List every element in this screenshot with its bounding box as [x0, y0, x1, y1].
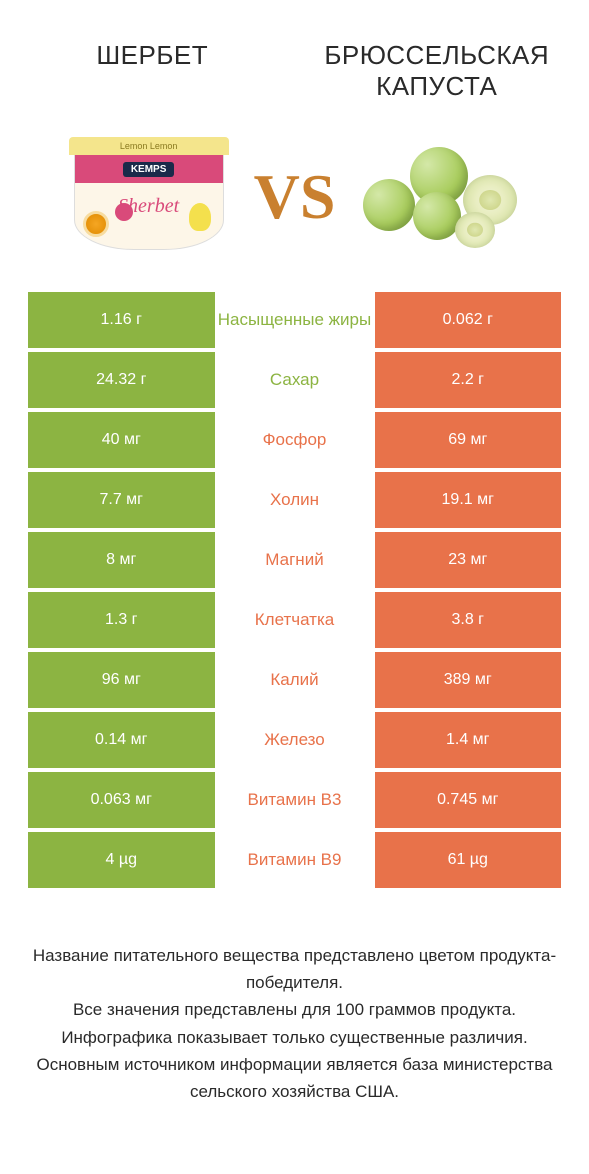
sprout-icon: [363, 179, 415, 231]
left-value: 96 мг: [28, 652, 215, 708]
right-value: 0.062 г: [375, 292, 562, 348]
sprout-icon: [413, 192, 461, 240]
nutrient-label: Витамин B9: [215, 832, 375, 888]
right-value: 0.745 мг: [375, 772, 562, 828]
nutrition-row: 1.3 гКлетчатка3.8 г: [28, 592, 561, 648]
left-value: 8 мг: [28, 532, 215, 588]
footer-line: Название питательного вещества представл…: [30, 942, 559, 996]
cup-band: KEMPS: [75, 155, 223, 183]
right-value: 69 мг: [375, 412, 562, 468]
nutrient-label: Железо: [215, 712, 375, 768]
right-value: 23 мг: [375, 532, 562, 588]
right-value: 389 мг: [375, 652, 562, 708]
cup-lid: Lemon Lemon: [69, 137, 229, 155]
nutrition-row: 8 мгМагний23 мг: [28, 532, 561, 588]
vs-label: VS: [254, 160, 336, 234]
right-value: 3.8 г: [375, 592, 562, 648]
nutrient-label: Клетчатка: [215, 592, 375, 648]
nutrient-label: Магний: [215, 532, 375, 588]
berry-icon: [115, 203, 133, 221]
nutrition-row: 0.063 мгВитамин B30.745 мг: [28, 772, 561, 828]
nutrition-table: 1.16 гНасыщенные жиры0.062 г24.32 гСахар…: [0, 292, 589, 888]
nutrient-label: Фосфор: [215, 412, 375, 468]
nutrition-row: 40 мгФосфор69 мг: [28, 412, 561, 468]
right-value: 19.1 мг: [375, 472, 562, 528]
nutrition-row: 24.32 гСахар2.2 г: [28, 352, 561, 408]
right-value: 1.4 мг: [375, 712, 562, 768]
footer-notes: Название питательного вещества представл…: [0, 892, 589, 1125]
nutrition-row: 0.14 мгЖелезо1.4 мг: [28, 712, 561, 768]
sprouts-graphic: [355, 137, 525, 257]
footer-line: Все значения представлены для 100 граммо…: [30, 996, 559, 1023]
nutrition-row: 4 µgВитамин B961 µg: [28, 832, 561, 888]
comparison-header: ШЕРБЕТ БРЮССЕЛЬСКАЯ КАПУСТА: [0, 0, 589, 122]
right-product-title: БРЮССЕЛЬСКАЯ КАПУСТА: [295, 40, 580, 102]
nutrient-label: Калий: [215, 652, 375, 708]
product-images-row: Lemon Lemon KEMPS Sherbet VS: [0, 122, 589, 292]
lemon-icon: [189, 203, 211, 231]
left-value: 1.3 г: [28, 592, 215, 648]
nutrition-row: 7.7 мгХолин19.1 мг: [28, 472, 561, 528]
footer-line: Инфографика показывает только существенн…: [30, 1024, 559, 1051]
left-product-title: ШЕРБЕТ: [10, 40, 295, 102]
right-value: 61 µg: [375, 832, 562, 888]
nutrient-label: Витамин B3: [215, 772, 375, 828]
cup-body: KEMPS Sherbet: [74, 155, 224, 250]
left-value: 7.7 мг: [28, 472, 215, 528]
nutrient-label: Сахар: [215, 352, 375, 408]
nutrition-row: 1.16 гНасыщенные жиры0.062 г: [28, 292, 561, 348]
orange-slice-icon: [83, 211, 109, 237]
left-value: 1.16 г: [28, 292, 215, 348]
left-value: 40 мг: [28, 412, 215, 468]
left-value: 0.14 мг: [28, 712, 215, 768]
left-value: 4 µg: [28, 832, 215, 888]
sherbet-image: Lemon Lemon KEMPS Sherbet: [64, 132, 234, 262]
nutrient-label: Насыщенные жиры: [215, 292, 375, 348]
brussels-sprouts-image: [355, 132, 525, 262]
right-value: 2.2 г: [375, 352, 562, 408]
sprout-half-icon: [455, 212, 495, 248]
cup-brand: KEMPS: [123, 162, 175, 177]
left-value: 24.32 г: [28, 352, 215, 408]
footer-line: Основным источником информации является …: [30, 1051, 559, 1105]
sherbet-cup-graphic: Lemon Lemon KEMPS Sherbet: [69, 137, 229, 257]
nutrient-label: Холин: [215, 472, 375, 528]
nutrition-row: 96 мгКалий389 мг: [28, 652, 561, 708]
left-value: 0.063 мг: [28, 772, 215, 828]
